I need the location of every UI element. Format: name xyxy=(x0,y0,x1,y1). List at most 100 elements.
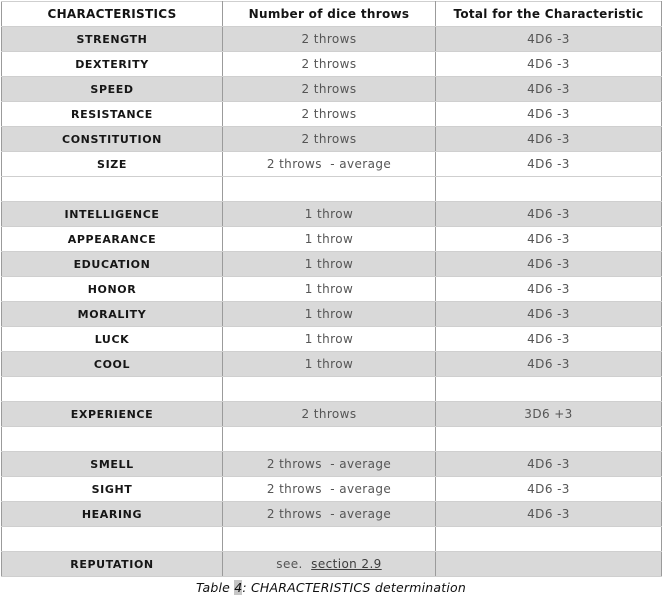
dice-throws-cell xyxy=(222,176,436,202)
dice-throws-cell: 1 throw xyxy=(222,301,436,327)
characteristic-cell xyxy=(1,176,223,202)
table-row: HONOR 1 throw 4D6 -3 xyxy=(1,276,662,302)
total-cell xyxy=(435,376,662,402)
total-cell xyxy=(435,551,662,577)
characteristic-cell: DEXTERITY xyxy=(1,51,223,77)
characteristics-table: CHARACTERISTICS Number of dice throws To… xyxy=(1,1,662,577)
total-cell: 4D6 -3 xyxy=(435,201,662,227)
characteristic-cell xyxy=(1,376,223,402)
total-cell: 4D6 -3 xyxy=(435,51,662,77)
characteristic-cell: SPEED xyxy=(1,76,223,102)
characteristic-cell: STRENGTH xyxy=(1,26,223,52)
dice-throws-cell: 1 throw xyxy=(222,226,436,252)
dice-throws-cell: 2 throws xyxy=(222,51,436,77)
dice-throws-cell xyxy=(222,376,436,402)
dice-throws-cell: 1 throw xyxy=(222,201,436,227)
total-cell: 4D6 -3 xyxy=(435,276,662,302)
total-cell: 4D6 -3 xyxy=(435,26,662,52)
header-dice-throws: Number of dice throws xyxy=(222,1,436,27)
total-cell xyxy=(435,426,662,452)
dice-throws-cell: 2 throws - average xyxy=(222,151,436,177)
characteristic-cell: HEARING xyxy=(1,501,223,527)
total-cell: 4D6 -3 xyxy=(435,501,662,527)
caption-number-field: 4 xyxy=(234,580,243,595)
table-row: RESISTANCE 2 throws 4D6 -3 xyxy=(1,101,662,127)
total-cell: 4D6 -3 xyxy=(435,226,662,252)
see-text: see. xyxy=(276,557,312,571)
dice-throws-cell: 2 throws - average xyxy=(222,476,436,502)
characteristic-cell: RESISTANCE xyxy=(1,101,223,127)
table-row: EXPERIENCE 2 throws 3D6 +3 xyxy=(1,401,662,427)
table-row: HEARING 2 throws - average 4D6 -3 xyxy=(1,501,662,527)
table-row: REPUTATION see. section 2.9 xyxy=(1,551,662,577)
table-row: CONSTITUTION 2 throws 4D6 -3 xyxy=(1,126,662,152)
dice-throws-cell: 2 throws - average xyxy=(222,501,436,527)
dice-throws-cell: 1 throw xyxy=(222,326,436,352)
characteristic-cell: SMELL xyxy=(1,451,223,477)
header-characteristics: CHARACTERISTICS xyxy=(1,1,223,27)
empty-row xyxy=(1,426,662,452)
dice-throws-cell: 2 throws xyxy=(222,401,436,427)
table-body: STRENGTH 2 throws 4D6 -3 DEXTERITY 2 throws 4… xyxy=(1,26,662,577)
table-row: APPEARANCE 1 throw 4D6 -3 xyxy=(1,226,662,252)
dice-throws-cell xyxy=(222,426,436,452)
dice-throws-cell: 1 throw xyxy=(222,351,436,377)
characteristic-cell: INTELLIGENCE xyxy=(1,201,223,227)
table-row: MORALITY 1 throw 4D6 -3 xyxy=(1,301,662,327)
total-cell: 4D6 -3 xyxy=(435,151,662,177)
characteristic-cell xyxy=(1,526,223,552)
table-row: SIGHT 2 throws - average 4D6 -3 xyxy=(1,476,662,502)
table-row: SIZE 2 throws - average 4D6 -3 xyxy=(1,151,662,177)
table-row: STRENGTH 2 throws 4D6 -3 xyxy=(1,26,662,52)
table-caption: Table 4: CHARACTERISTICS determination xyxy=(0,580,662,595)
total-cell: 3D6 +3 xyxy=(435,401,662,427)
section-link[interactable]: section 2.9 xyxy=(311,557,382,571)
total-cell xyxy=(435,176,662,202)
characteristic-cell: MORALITY xyxy=(1,301,223,327)
total-cell xyxy=(435,526,662,552)
total-cell: 4D6 -3 xyxy=(435,76,662,102)
dice-throws-cell: 1 throw xyxy=(222,251,436,277)
characteristic-cell: LUCK xyxy=(1,326,223,352)
table-row: DEXTERITY 2 throws 4D6 -3 xyxy=(1,51,662,77)
total-cell: 4D6 -3 xyxy=(435,476,662,502)
characteristic-cell: SIZE xyxy=(1,151,223,177)
dice-throws-cell: 2 throws - average xyxy=(222,451,436,477)
characteristic-cell: EXPERIENCE xyxy=(1,401,223,427)
total-cell: 4D6 -3 xyxy=(435,351,662,377)
dice-throws-cell: 2 throws xyxy=(222,126,436,152)
dice-throws-cell: 1 throw xyxy=(222,276,436,302)
table-row: SPEED 2 throws 4D6 -3 xyxy=(1,76,662,102)
dice-throws-cell xyxy=(222,526,436,552)
empty-row xyxy=(1,376,662,402)
table-row: SMELL 2 throws - average 4D6 -3 xyxy=(1,451,662,477)
characteristic-cell: APPEARANCE xyxy=(1,226,223,252)
caption-suffix: : CHARACTERISTICS determination xyxy=(242,580,466,595)
characteristic-cell: CONSTITUTION xyxy=(1,126,223,152)
total-cell: 4D6 -3 xyxy=(435,326,662,352)
total-cell: 4D6 -3 xyxy=(435,451,662,477)
characteristic-cell: REPUTATION xyxy=(1,551,223,577)
total-cell: 4D6 -3 xyxy=(435,101,662,127)
characteristic-cell: EDUCATION xyxy=(1,251,223,277)
table-row: LUCK 1 throw 4D6 -3 xyxy=(1,326,662,352)
characteristic-cell xyxy=(1,426,223,452)
characteristic-cell: COOL xyxy=(1,351,223,377)
empty-row xyxy=(1,526,662,552)
total-cell: 4D6 -3 xyxy=(435,126,662,152)
empty-row xyxy=(1,176,662,202)
dice-throws-cell: see. section 2.9 xyxy=(222,551,436,577)
dice-throws-cell: 2 throws xyxy=(222,26,436,52)
total-cell: 4D6 -3 xyxy=(435,251,662,277)
dice-throws-cell: 2 throws xyxy=(222,101,436,127)
dice-throws-cell: 2 throws xyxy=(222,76,436,102)
characteristic-cell: HONOR xyxy=(1,276,223,302)
table-row: EDUCATION 1 throw 4D6 -3 xyxy=(1,251,662,277)
characteristic-cell: SIGHT xyxy=(1,476,223,502)
table-row: INTELLIGENCE 1 throw 4D6 -3 xyxy=(1,201,662,227)
table-row: COOL 1 throw 4D6 -3 xyxy=(1,351,662,377)
header-total: Total for the Characteristic xyxy=(435,1,662,27)
header-row: CHARACTERISTICS Number of dice throws To… xyxy=(1,1,662,27)
total-cell: 4D6 -3 xyxy=(435,301,662,327)
